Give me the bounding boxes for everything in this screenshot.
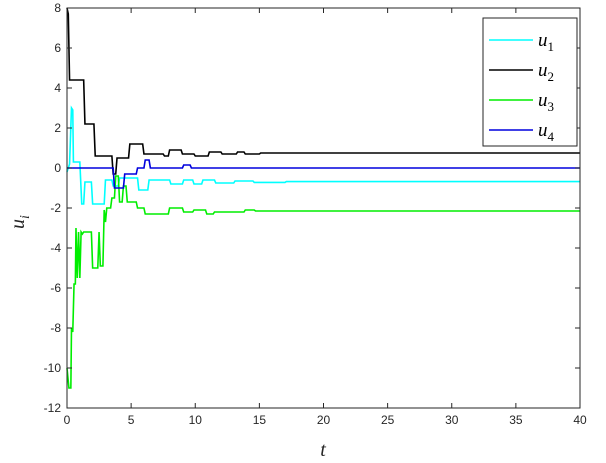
legend-label-u2: u2: [538, 60, 554, 84]
x-tick-label: 40: [573, 413, 587, 427]
y-tick-label: -12: [44, 401, 62, 415]
y-tick-label: -4: [50, 241, 61, 255]
y-tick-label: 0: [54, 161, 61, 175]
y-tick-label: -8: [50, 321, 61, 335]
x-axis-label: t: [320, 439, 326, 461]
series-line-u2: [66, 7, 580, 175]
x-tick-label: 20: [317, 413, 331, 427]
y-tick-label: 8: [54, 1, 61, 15]
legend: u1 u2 u3 u4: [482, 17, 578, 147]
x-axis: 0 5 10 15 20 25 30 35 40: [64, 8, 587, 427]
series-line-u1: [66, 105, 580, 205]
legend-box: [482, 17, 578, 147]
x-tick-label: 35: [509, 413, 523, 427]
legend-label-u3: u3: [538, 90, 554, 114]
x-tick-label: 25: [381, 413, 395, 427]
x-tick-label: 15: [253, 413, 267, 427]
x-tick-label: 5: [128, 413, 135, 427]
series-layer: [66, 7, 580, 389]
legend-label-u4: u4: [538, 120, 555, 144]
x-tick-label: 30: [445, 413, 459, 427]
y-tick-label: -6: [50, 281, 61, 295]
series-line-u4: [67, 159, 580, 189]
y-tick-label: 4: [54, 81, 61, 95]
y-tick-label: -2: [50, 201, 61, 215]
y-tick-label: 2: [54, 121, 61, 135]
y-tick-label: 6: [54, 41, 61, 55]
legend-label-u1: u1: [538, 30, 554, 54]
y-axis: -12 -10 -8 -6 -4 -2 0 2 4 6 8: [44, 1, 580, 415]
x-tick-label: 0: [64, 413, 71, 427]
y-axis-label: ui: [7, 215, 33, 229]
x-tick-label: 10: [189, 413, 203, 427]
y-tick-label: -10: [44, 361, 62, 375]
